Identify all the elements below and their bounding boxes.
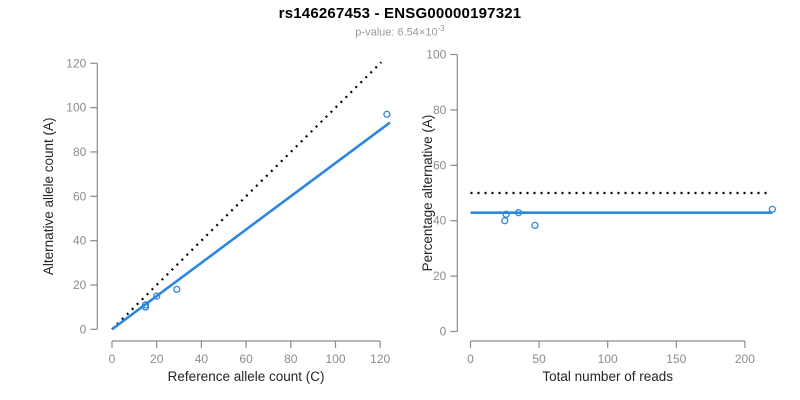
y-tick-label: 0 [440, 325, 447, 339]
x-tick-label: 80 [284, 352, 298, 366]
figure-header: rs146267453 - ENSG00000197321 p-value: 6… [0, 5, 800, 39]
x-axis-title: Total number of reads [542, 369, 673, 384]
y-axis-title: Alternative allele count (A) [41, 118, 56, 276]
y-tick-label: 80 [433, 103, 447, 117]
data-point [502, 210, 510, 218]
y-tick-label: 60 [73, 189, 87, 203]
x-axis-title: Reference allele count (C) [168, 369, 325, 384]
y-tick-label: 80 [73, 145, 87, 159]
x-tick-label: 200 [735, 352, 755, 366]
y-tick-label: 20 [73, 278, 87, 292]
y-tick-label: 0 [80, 322, 87, 336]
plot-subtitle: p-value: 6.54×10-3 [0, 24, 800, 39]
plot-title: rs146267453 - ENSG00000197321 [278, 5, 522, 22]
y-tick-label: 100 [66, 101, 86, 115]
y-axis-title: Percentage alternative (A) [420, 115, 435, 272]
data-point [383, 110, 391, 118]
x-tick-label: 20 [150, 352, 164, 366]
regression-line [111, 121, 391, 331]
x-tick-label: 0 [467, 352, 474, 366]
identity-line [111, 61, 383, 331]
pvalue-text: p-value: 6.54×10 [355, 26, 438, 39]
data-point [501, 217, 509, 225]
y-tick-label: 60 [433, 158, 447, 172]
x-tick-label: 60 [239, 352, 253, 366]
x-tick-label: 100 [325, 352, 345, 366]
data-point [141, 301, 150, 309]
x-tick-label: 40 [195, 352, 209, 366]
x-tick-label: 50 [532, 352, 546, 366]
y-tick-label: 40 [433, 214, 447, 228]
x-tick-label: 100 [598, 352, 618, 366]
data-point [514, 209, 523, 217]
data-point [153, 292, 161, 300]
y-tick-label: 40 [73, 234, 87, 248]
x-tick-label: 150 [666, 352, 686, 366]
data-point [173, 285, 181, 294]
data-point [141, 303, 150, 311]
y-tick-label: 20 [433, 269, 447, 283]
pvalue-exponent: -3 [437, 24, 445, 33]
data-point [768, 205, 776, 213]
y-tick-label: 120 [66, 56, 86, 70]
y-tick-label: 100 [426, 48, 446, 62]
x-tick-label: 0 [109, 352, 116, 366]
data-point [531, 221, 539, 230]
x-tick-label: 120 [370, 352, 390, 366]
